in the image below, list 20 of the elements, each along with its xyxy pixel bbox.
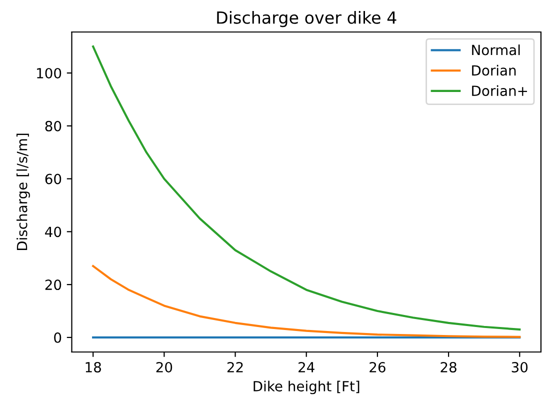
x-axis-title: Dike height [Ft] — [254, 380, 360, 394]
chart-title: Discharge over dike 4 — [217, 11, 396, 28]
y-tick-label: 0 — [54, 332, 62, 343]
x-tick-label: 18 — [86, 362, 101, 372]
line-series — [92, 265, 521, 338]
legend-label: Dorian+ — [472, 85, 527, 96]
y-tick-label: 60 — [45, 174, 62, 184]
y-tick-label: 20 — [45, 280, 62, 290]
y-tick-label: 80 — [45, 120, 62, 132]
x-tick-label: 20 — [156, 362, 172, 372]
legend-label: Dorian — [472, 64, 516, 76]
legend-label: Normal — [472, 44, 520, 56]
x-tick-label: 24 — [298, 362, 314, 372]
x-tick-label: 30 — [512, 362, 528, 372]
x-tick-label: 28 — [440, 362, 456, 372]
y-tick-label: 40 — [45, 226, 62, 238]
x-tick-label: 22 — [227, 362, 243, 372]
y-axis-title: Discharge [l/s/m] — [16, 134, 30, 250]
x-tick-label: 26 — [370, 362, 386, 372]
y-tick-label: 100 — [37, 68, 62, 78]
